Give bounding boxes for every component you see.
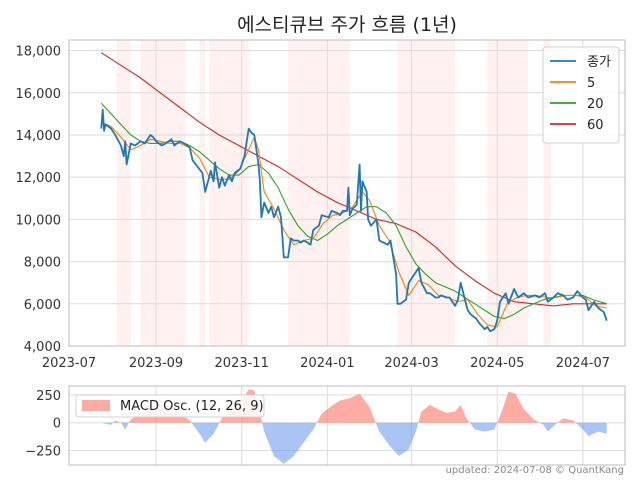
date-x-tick-label: 2024-03 [384,356,438,371]
price-y-tick-label: 8,000 [24,256,61,271]
shaded-period-4 [209,40,249,346]
date-x-tick-label: 2024-07 [556,356,610,371]
macd-positive-area [316,393,376,423]
price-series [100,52,608,333]
price-y-tick-label: 16,000 [16,87,62,102]
macd-negative-area [575,422,607,437]
macd-legend-swatch [82,400,110,411]
macd-y-tick-label: −250 [25,445,61,460]
price-legend-box [542,46,620,144]
price-y-tick-label: 18,000 [16,45,62,60]
chart-title: 에스티큐브 주가 흐름 (1년) [237,14,457,36]
macd-y-tick-label: 0 [53,417,61,432]
date-x-tick-label: 2024-05 [470,356,524,371]
macd-negative-area [539,422,558,432]
price-y-tick-label: 10,000 [16,213,62,228]
price-plot-frame [68,39,626,347]
macd-plot-frame [68,385,626,466]
date-x-axis: 2023-07 2023-09 2023-11 2024-01 2024-03 2024-… [42,356,610,371]
macd-negative-area [262,422,317,464]
price-y-axis: 4,000 6,000 8,000 10,000 12,000 14,000 16,000 1… [16,45,62,355]
date-x-tick-label: 2023-07 [42,356,96,371]
date-x-tick-label: 2024-01 [300,356,354,371]
macd-legend-label: MACD Osc. (12, 26, 9) [120,399,264,414]
macd-positive-area [418,404,470,423]
date-x-tick-label: 2023-09 [129,356,183,371]
macd-positive-area [557,418,576,423]
price-y-tick-label: 12,000 [16,171,62,186]
macd-negative-area [191,422,220,443]
macd-positive-area [497,391,540,423]
price-y-tick-label: 6,000 [24,298,61,313]
legend-label: 종가 [587,55,611,70]
shaded-period-1 [116,40,131,346]
shaded-period-8 [543,40,551,346]
footer-credit: updated: 2024-07-08 © QuantKang [446,465,624,476]
macd-panel: −250 0 250 MACD Osc. (12, 26, 9) [25,385,626,466]
macd-negative-area [375,422,419,457]
shaded-period-3 [199,40,206,346]
price-legend: 종가 5 20 60 [542,46,620,144]
macd-negative-area [101,422,114,425]
legend-label: 60 [587,118,604,133]
series-line-ma60 [101,52,607,307]
shaded-period-2 [140,40,186,346]
series-line-close [100,108,608,333]
macd-y-axis: −250 0 250 [25,389,61,460]
price-panel: 4,000 6,000 8,000 10,000 12,000 14,000 16,000 1… [16,39,626,371]
date-x-tick-label: 2023-11 [215,356,269,371]
legend-label: 20 [587,97,604,112]
macd-positive-area [113,420,121,423]
macd-legend-box [75,394,265,418]
macd-negative-area [120,422,129,430]
macd-legend: MACD Osc. (12, 26, 9) [75,394,265,418]
legend-label: 5 [587,76,595,91]
macd-y-tick-label: 250 [36,389,61,404]
price-y-tick-label: 4,000 [24,340,61,355]
price-y-tick-label: 14,000 [16,129,62,144]
macd-negative-area [469,422,498,432]
